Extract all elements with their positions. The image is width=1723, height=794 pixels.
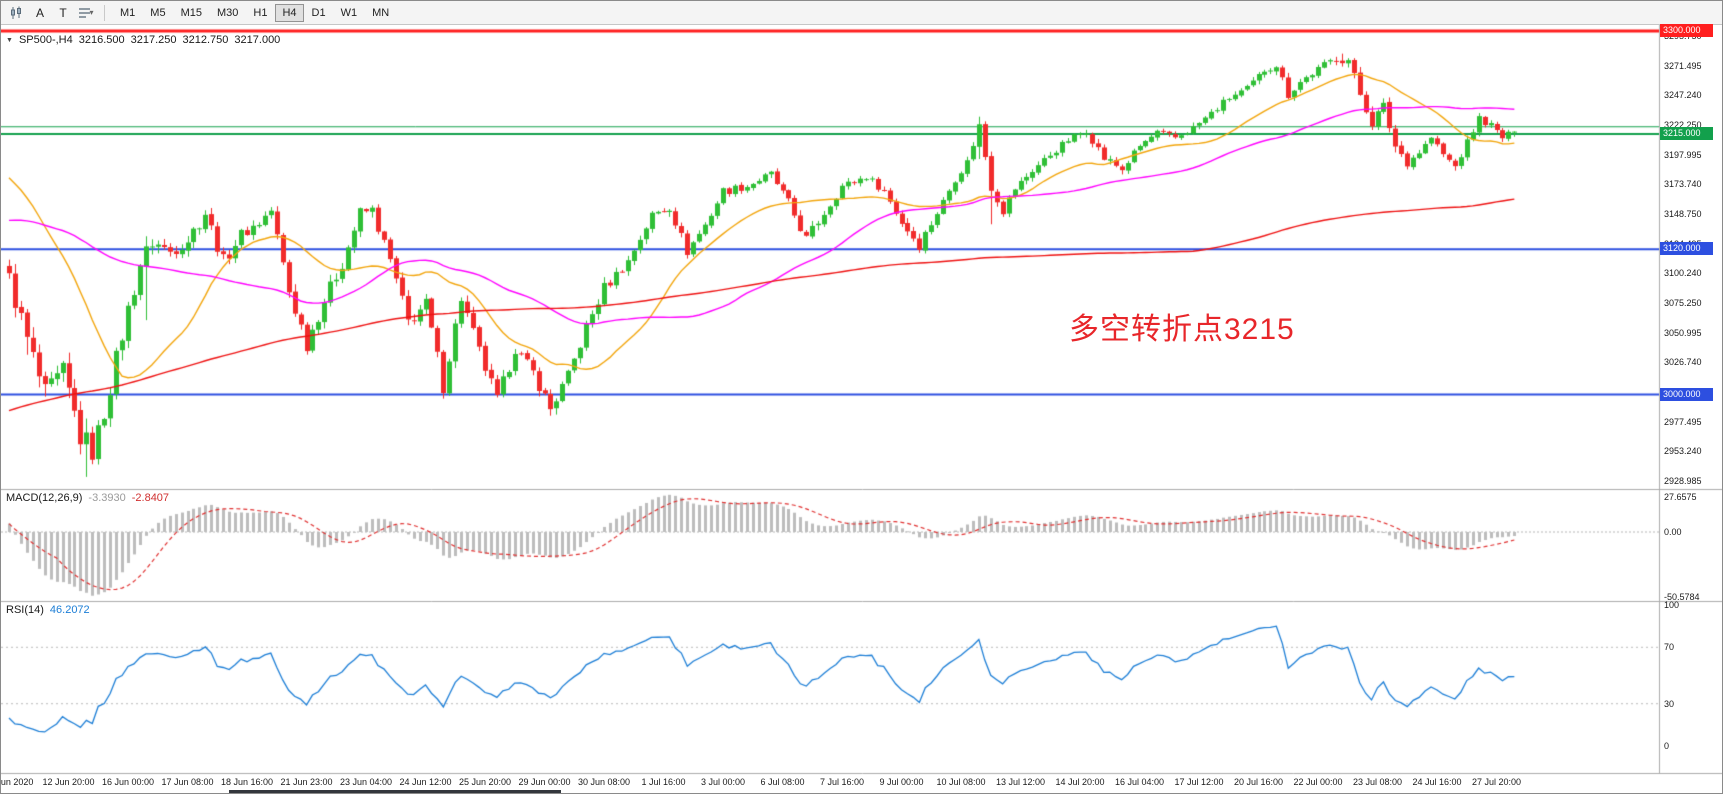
macd-main-value: -3.3930	[88, 492, 126, 504]
time-axis-label: 30 Jun 08:00	[577, 777, 631, 787]
time-axis-label: 18 Jun 16:00	[220, 777, 274, 787]
time-axis-label: 23 Jul 08:00	[1352, 777, 1403, 787]
timeframe-button-h4[interactable]: H4	[275, 3, 304, 22]
time-axis-label: 29 Jun 00:00	[518, 777, 571, 787]
price-axis-label: 3148.750	[1664, 209, 1702, 220]
dropdown-caret-icon: ▾	[89, 8, 94, 17]
ohlc-open: 3216.500	[78, 34, 125, 46]
price-axis-label: 3075.250	[1664, 298, 1702, 309]
time-axis-label: 12 Jun 20:00	[42, 777, 95, 787]
price-axis-label: 3197.995	[1664, 149, 1702, 160]
text-tool-button[interactable]: A	[30, 4, 50, 22]
timeframe-button-m15[interactable]: M15	[174, 4, 209, 22]
chart-canvas[interactable]	[1, 25, 1722, 793]
chart-annotation-text: 多空转折点3215	[1069, 313, 1295, 346]
price-axis-label: 3173.740	[1664, 179, 1702, 190]
chart-header: ▼ SP500-,H4 3216.500 3217.250 3212.750 3…	[6, 34, 280, 46]
time-axis-label: 13 Jul 12:00	[995, 777, 1046, 787]
price-tag-3120.000: 3120.000	[1660, 242, 1713, 256]
price-axis-label: 2977.495	[1664, 416, 1702, 427]
price-axis-label: 3222.250	[1664, 120, 1702, 131]
timeframe-button-w1[interactable]: W1	[334, 4, 365, 22]
rsi-pane-label: RSI(14) 46.2072	[6, 604, 90, 616]
macd-signal-value: -2.8407	[131, 492, 170, 504]
timeframe-button-m5[interactable]: M5	[143, 4, 172, 22]
timeframe-button-m30[interactable]: M30	[210, 4, 245, 22]
macd-axis-label: -50.5784	[1664, 591, 1700, 602]
price-axis-label: 3271.495	[1664, 60, 1702, 71]
time-axis-label: 22 Jul 00:00	[1293, 777, 1343, 787]
timeframe-buttons: M1 M5 M15 M30 H1 H4 D1 W1 MN	[113, 3, 396, 22]
time-axis-label: 16 Jun 00:00	[101, 777, 155, 787]
time-axis[interactable]: 11 Jun 2020 12 Jun 20:00 16 Jun 00:00 17 Ju…	[0, 774, 1660, 793]
time-axis-label: 24 Jun 12:00	[399, 777, 452, 787]
ohlc-high: 3217.250	[130, 34, 177, 46]
ohlc-close: 3217.000	[234, 34, 281, 46]
ohlc-low: 3212.750	[182, 34, 229, 46]
rsi-title: RSI(14)	[6, 604, 44, 616]
price-axis-label: 2928.985	[1664, 475, 1702, 486]
time-axis-label: 6 Jul 08:00	[760, 777, 805, 787]
time-axis-label: 21 Jun 23:00	[280, 777, 333, 787]
timeframe-button-m1[interactable]: M1	[113, 4, 142, 22]
toolbar: A T ▾ M1 M5 M15 M30 H1 H4 D1 W1 MN	[1, 1, 1722, 25]
time-axis-label: 14 Jul 20:00	[1055, 777, 1105, 787]
rsi-axis-label: 0	[1664, 741, 1670, 751]
price-tag-3215.000: 3215.000	[1660, 127, 1713, 141]
price-axis-label: 3247.240	[1664, 89, 1702, 100]
price-axis-label: 3100.240	[1664, 268, 1702, 279]
time-axis-label: 10 Jul 08:00	[936, 777, 986, 787]
taskbar-fragment	[229, 790, 561, 793]
rsi-axis-label: 70	[1664, 642, 1675, 653]
time-axis-label: 20 Jul 16:00	[1233, 777, 1284, 787]
timeframe-button-d1[interactable]: D1	[305, 4, 333, 22]
price-tag-3300.000: 3300.000	[1660, 24, 1713, 38]
crosshair-tool-button[interactable]: T	[53, 4, 73, 22]
price-axis-label: 3026.740	[1664, 357, 1702, 368]
time-axis-label: 17 Jul 12:00	[1174, 777, 1224, 787]
time-axis-label: 24 Jul 16:00	[1412, 777, 1462, 787]
price-axis-label: 2953.240	[1664, 446, 1702, 457]
time-axis-label: 7 Jul 16:00	[819, 777, 865, 787]
time-axis-label: 1 Jul 16:00	[641, 777, 686, 787]
macd-title: MACD(12,26,9)	[6, 492, 83, 504]
time-axis-label: 25 Jun 20:00	[458, 777, 512, 787]
time-axis-label: 11 Jun 2020	[0, 777, 34, 787]
drawings-dropdown-button[interactable]: ▾	[76, 4, 96, 22]
price-axis[interactable]: 3295.7503271.4953247.2403222.2503197.995…	[1660, 24, 1722, 773]
time-axis-label: 17 Jun 08:00	[161, 777, 214, 787]
time-axis-label: 23 Jun 04:00	[339, 777, 393, 787]
rsi-value: 46.2072	[49, 604, 90, 616]
toolbar-separator	[104, 4, 105, 21]
symbol-period-label: SP500-,H4	[18, 34, 73, 46]
time-axis-label: 9 Jul 00:00	[879, 777, 924, 787]
time-axis-label: 3 Jul 00:00	[700, 777, 746, 787]
macd-pane-label: MACD(12,26,9) -3.3930 -2.8407	[6, 492, 169, 504]
rsi-axis-label: 30	[1664, 698, 1675, 709]
symbol-dropdown-icon[interactable]: ▼	[6, 36, 13, 44]
rsi-axis-label: 100	[1664, 600, 1680, 610]
candlestick-chart-icon[interactable]	[7, 4, 27, 22]
time-axis-label: 27 Jul 20:00	[1471, 777, 1522, 787]
macd-axis-label: 0.00	[1664, 527, 1682, 537]
price-tag-3000.000: 3000.000	[1660, 387, 1713, 401]
price-axis-label: 3050.995	[1664, 327, 1702, 338]
macd-axis-label: 27.6575	[1664, 491, 1697, 502]
timeframe-button-h1[interactable]: H1	[246, 4, 274, 22]
timeframe-button-mn[interactable]: MN	[365, 4, 396, 22]
time-axis-label: 16 Jul 04:00	[1114, 777, 1165, 787]
